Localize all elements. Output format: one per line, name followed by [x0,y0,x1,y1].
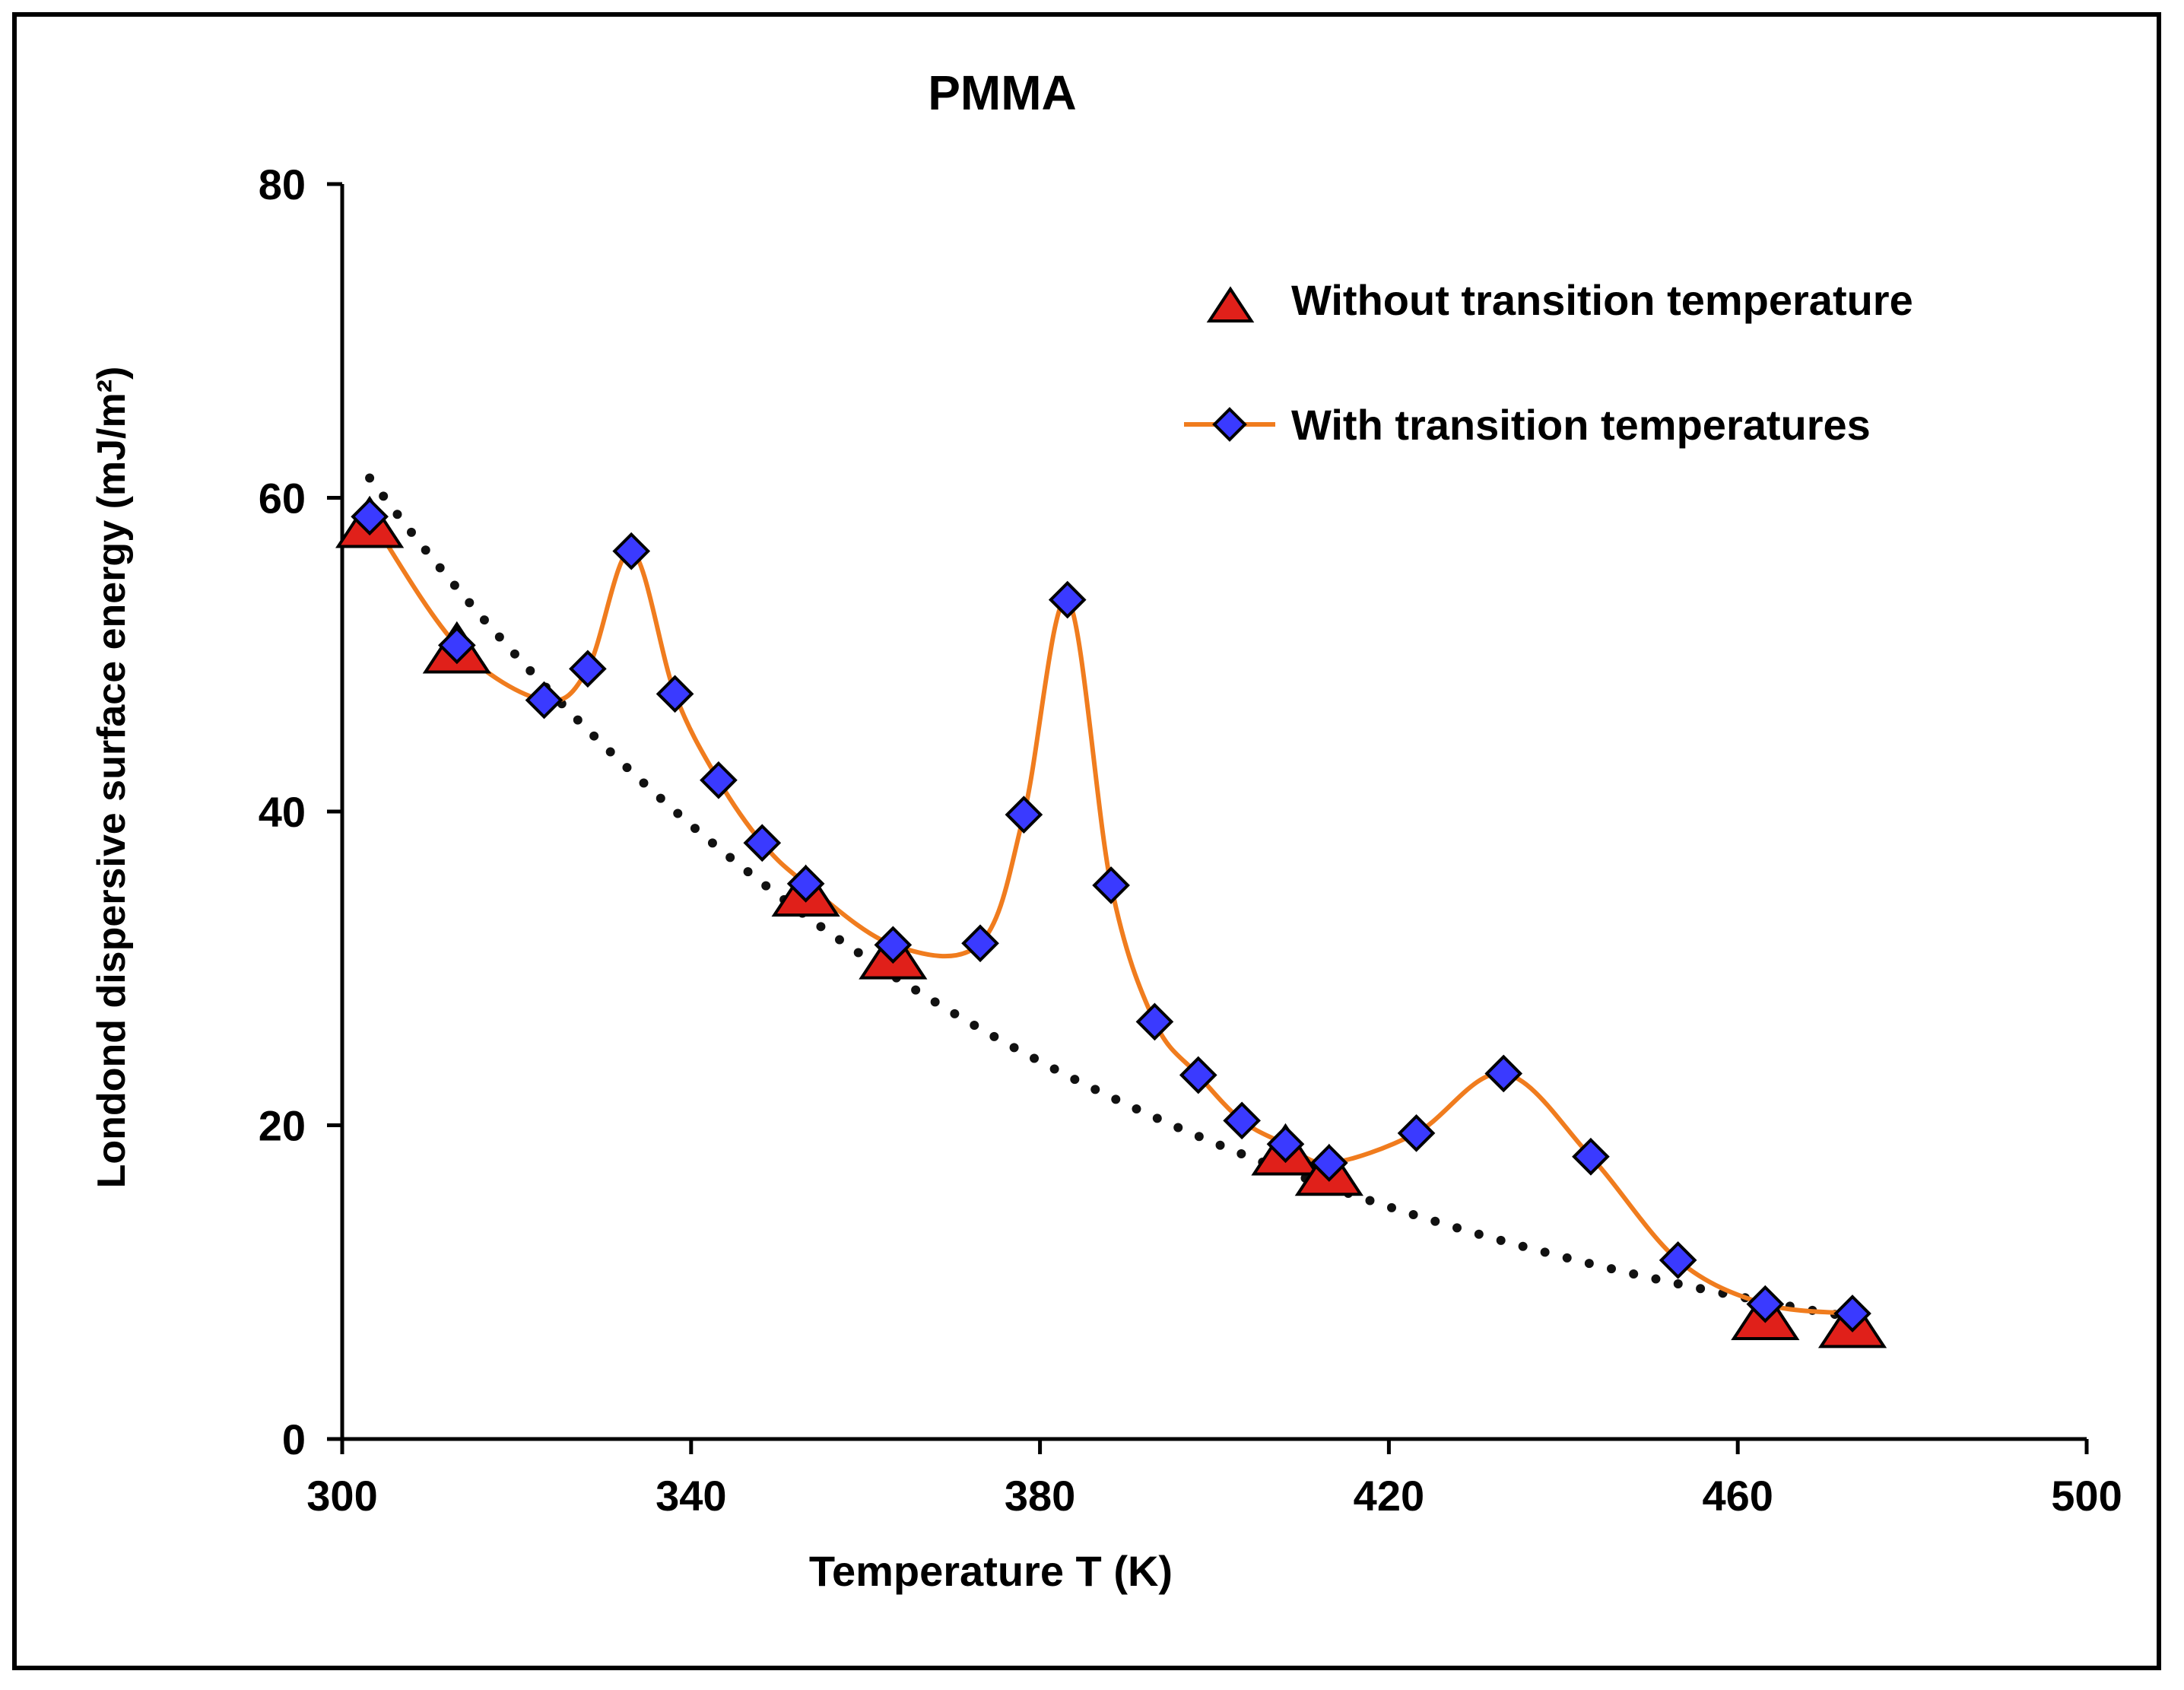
diamond-marker [1659,1241,1697,1279]
diamond-marker [525,681,563,720]
diamond-marker [656,675,694,713]
axes [327,182,2089,1454]
x-axis-label: Temperature T (K) [809,1547,1173,1595]
chart-title: PMMA [928,65,1077,120]
diamond-marker [1135,1002,1174,1041]
x-tick-label: 380 [1005,1472,1075,1520]
diamond-marker [569,650,607,688]
diamond-marker [612,532,651,570]
diamond-marker [1005,796,1043,834]
legend-triangle-marker [1206,286,1255,322]
diamond-marker [1223,1101,1261,1140]
diamond-marker [961,924,999,963]
x-tick-labels: 300 340 380 420 460 500 [306,1472,2122,1520]
y-axis-label: Londond dispersive surface energy (mJ/m²… [90,367,134,1189]
diamond-marker [1092,866,1130,904]
legend: Without transition temperature With tran… [1184,276,1913,449]
x-tick-label: 420 [1354,1472,1424,1520]
diamond-marker [1572,1137,1610,1176]
legend-diamond-marker [1212,407,1247,442]
series-markers-without-transition [335,495,1887,1349]
chart-svg: PMMA 300 340 380 420 460 500 0 20 40 60 80 Temper… [90,65,2122,1595]
legend-item-without-transition: Without transition temperature [1206,276,1913,324]
x-tick-label: 300 [306,1472,377,1520]
legend-label-without-transition: Without transition temperature [1291,276,1913,324]
y-tick-labels: 0 20 40 60 80 [259,160,306,1463]
diamond-marker [700,761,738,799]
x-tick-label: 340 [656,1472,726,1520]
diamond-marker [1266,1125,1305,1164]
legend-item-with-transition: With transition temperatures [1184,401,1871,449]
diamond-marker [1397,1113,1436,1152]
y-tick-label: 40 [259,788,306,836]
diamond-marker [1179,1056,1217,1094]
diamond-marker [1833,1295,1871,1333]
diamond-marker [1310,1144,1348,1182]
y-tick-label: 60 [259,475,306,523]
diamond-marker [1746,1285,1785,1323]
chart-frame: PMMA 300 340 380 420 460 500 0 20 40 60 80 Temper… [12,12,2161,1670]
series-line-with-transition [367,515,1853,1316]
series-markers-with-transition [351,497,1871,1333]
x-tick-label: 500 [2051,1472,2122,1520]
diamond-marker [438,626,476,665]
y-tick-label: 80 [259,160,306,208]
diamond-marker [786,865,825,903]
diamond-marker [351,497,389,536]
diamond-marker [743,824,782,862]
y-tick-label: 0 [282,1415,306,1463]
diamond-marker [1484,1054,1523,1093]
diamond-marker [874,926,913,964]
diamond-marker [1048,580,1087,619]
legend-label-with-transition: With transition temperatures [1291,401,1871,449]
x-tick-label: 460 [1702,1472,1773,1520]
y-tick-label: 20 [259,1102,306,1150]
